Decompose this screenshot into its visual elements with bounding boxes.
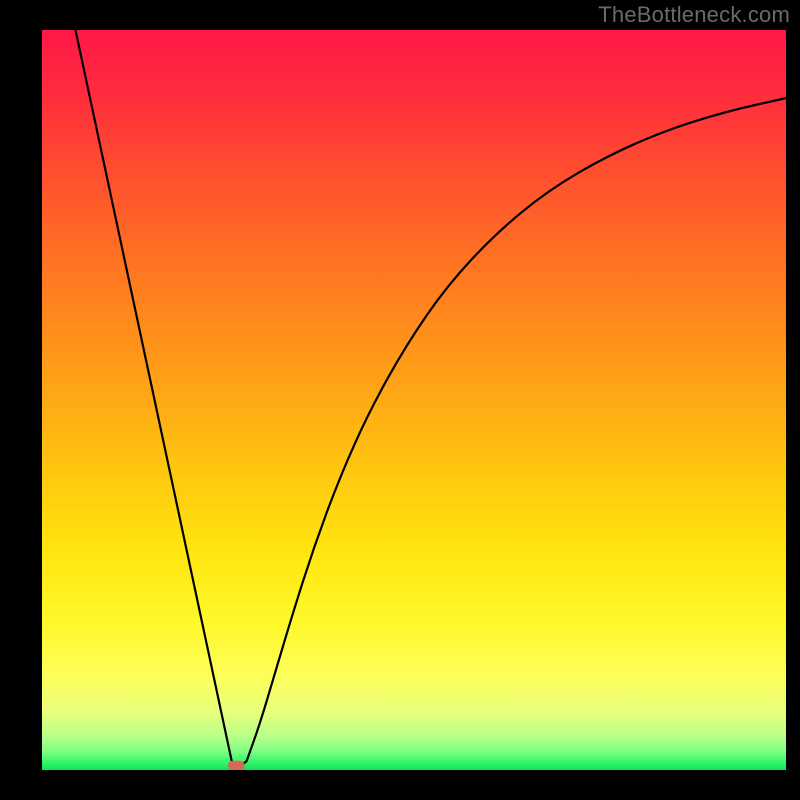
plot-area: [42, 30, 786, 770]
bottleneck-chart: [42, 30, 786, 770]
watermark-text: TheBottleneck.com: [598, 2, 790, 28]
chart-frame: TheBottleneck.com: [0, 0, 800, 800]
optimal-point-marker: [228, 761, 244, 770]
